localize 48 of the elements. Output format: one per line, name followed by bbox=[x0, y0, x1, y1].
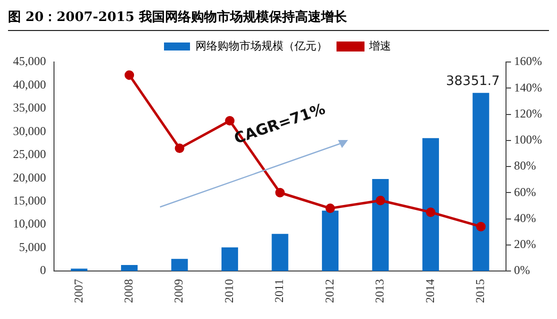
y-tick-label: 25,000 bbox=[13, 147, 46, 162]
y-tick-label: 20,000 bbox=[13, 170, 46, 184]
y-tick-label: 30,000 bbox=[13, 124, 46, 138]
point bbox=[426, 207, 436, 217]
x-tick-label: 2014 bbox=[422, 279, 437, 303]
x-tick-label: 2010 bbox=[222, 279, 236, 303]
x-tick-label: 2007 bbox=[71, 279, 86, 303]
x-tick-label: 2009 bbox=[172, 279, 186, 303]
y-tick-label: 45,000 bbox=[13, 54, 46, 68]
bar bbox=[171, 258, 188, 271]
bar bbox=[422, 138, 439, 271]
bar bbox=[372, 179, 389, 271]
y2-tick-label: 140% bbox=[514, 80, 542, 94]
point bbox=[174, 143, 184, 153]
x-tick-label: 2015 bbox=[473, 279, 488, 303]
point bbox=[376, 196, 386, 206]
chart-title: 图 20：2007-2015 我国网络购物市场规模保持高速增长 bbox=[8, 8, 549, 31]
y-tick-label: 40,000 bbox=[13, 77, 46, 92]
y-tick-label: 0 bbox=[40, 263, 46, 278]
x-tick-label: 2012 bbox=[322, 279, 336, 303]
y-tick-label: 35,000 bbox=[13, 100, 46, 115]
point bbox=[476, 222, 486, 232]
y2-tick-label: 40% bbox=[514, 210, 536, 225]
point bbox=[124, 70, 134, 80]
bar bbox=[322, 210, 339, 271]
y2-tick-label: 120% bbox=[514, 106, 542, 120]
y2-tick-label: 20% bbox=[514, 237, 536, 252]
point bbox=[225, 116, 235, 126]
y2-tick-label: 160% bbox=[514, 54, 542, 68]
y2-tick-label: 60% bbox=[514, 184, 536, 199]
bar bbox=[472, 92, 490, 271]
bar bbox=[221, 247, 238, 271]
y2-tick-label: 0% bbox=[514, 263, 530, 278]
bar bbox=[121, 264, 138, 271]
point bbox=[275, 188, 285, 198]
data-label: 38351.7 bbox=[446, 74, 500, 89]
x-tick-label: 2011 bbox=[272, 279, 286, 303]
y-tick-label: 5,000 bbox=[19, 240, 46, 254]
legend-label: 网络购物市场规模（亿元） bbox=[196, 39, 328, 52]
y-tick-label: 15,000 bbox=[13, 193, 46, 208]
y-tick-label: 10,000 bbox=[13, 216, 46, 231]
bar bbox=[272, 234, 288, 271]
x-tick-label: 2013 bbox=[372, 279, 387, 303]
y2-tick-label: 80% bbox=[514, 158, 536, 173]
point bbox=[325, 204, 335, 214]
x-tick-label: 2008 bbox=[121, 279, 136, 303]
legend-label: 增速 bbox=[368, 39, 391, 52]
y2-tick-label: 100% bbox=[514, 132, 542, 147]
